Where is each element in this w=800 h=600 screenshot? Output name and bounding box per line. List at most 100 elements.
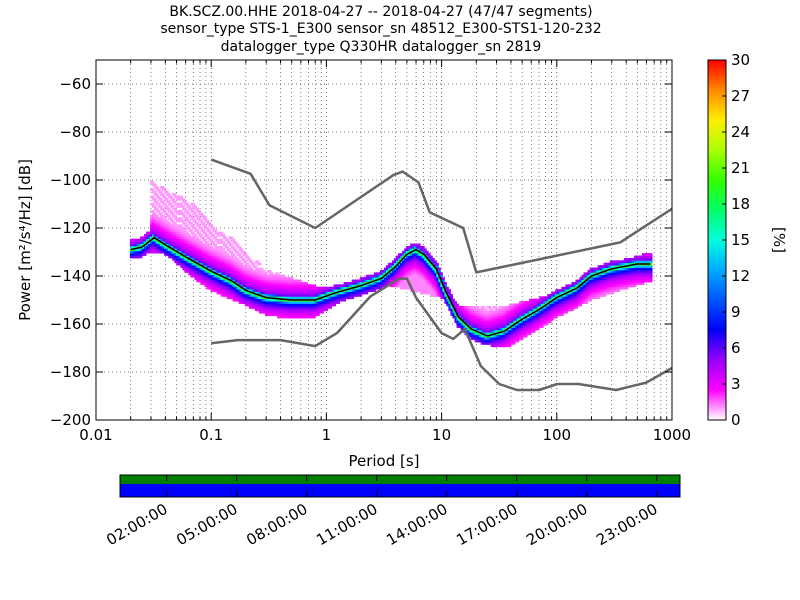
histogram-cell bbox=[242, 260, 248, 264]
plot-frame bbox=[95, 59, 673, 421]
histogram-cell bbox=[218, 238, 224, 242]
histogram-cell bbox=[178, 202, 183, 206]
histogram-cell bbox=[220, 234, 226, 237]
histogram-cell bbox=[192, 205, 197, 208]
histogram-cell bbox=[184, 202, 189, 206]
histogram-cell bbox=[184, 210, 189, 213]
histogram-cell bbox=[573, 306, 578, 309]
histogram-cell bbox=[164, 212, 169, 216]
histogram-cell bbox=[432, 260, 437, 264]
histogram-cell bbox=[154, 200, 159, 204]
histogram-cell bbox=[188, 214, 193, 218]
histogram-cell bbox=[178, 224, 183, 228]
histogram-cell bbox=[442, 282, 447, 285]
histogram-cell bbox=[648, 272, 653, 276]
histogram-cell bbox=[381, 284, 387, 288]
histogram-cell bbox=[154, 186, 159, 189]
histogram-cell bbox=[160, 207, 165, 211]
x-tick-label: 1 bbox=[322, 426, 332, 444]
colorbar: 0 3 6 9 12 15 18 21 24 27 30 [%] bbox=[707, 51, 788, 429]
histogram-cell bbox=[162, 217, 167, 220]
histogram-cell bbox=[480, 306, 486, 309]
histogram-cell bbox=[162, 202, 167, 206]
histogram-cell bbox=[160, 186, 165, 189]
x-tick-label: 100 bbox=[542, 426, 571, 444]
histogram-cell bbox=[164, 219, 169, 223]
histogram-cell bbox=[498, 306, 504, 309]
histogram-cell bbox=[198, 226, 203, 230]
histogram-cell bbox=[297, 279, 302, 283]
histogram-cell bbox=[236, 260, 242, 264]
histogram-cell bbox=[152, 205, 157, 208]
histogram-cell bbox=[214, 231, 220, 235]
histogram-cell bbox=[208, 224, 214, 228]
title-line2: sensor_type STS-1_E300 sensor_sn 48512_E… bbox=[160, 21, 601, 37]
histogram-cell bbox=[160, 193, 165, 196]
histogram-cell bbox=[137, 255, 143, 259]
histogram-cell bbox=[446, 289, 451, 292]
histogram-cell bbox=[228, 250, 234, 254]
timeline-tick-label: 08:00:00 bbox=[243, 500, 310, 549]
histogram-cell bbox=[206, 243, 212, 247]
histogram-cell bbox=[531, 330, 536, 333]
histogram-cell bbox=[232, 241, 238, 244]
timeline-tick-label: 23:00:00 bbox=[593, 500, 660, 549]
histogram-cell bbox=[335, 301, 341, 304]
histogram-cell bbox=[182, 200, 187, 204]
axis-ticks: 0.01 0.1 1 10 100 1000 −60 −80 −100 −120 −140 −160 −… bbox=[50, 60, 691, 444]
histogram-cell bbox=[176, 212, 181, 216]
histogram-cell bbox=[248, 260, 254, 264]
histogram-cell bbox=[214, 246, 220, 249]
histogram-cell bbox=[256, 262, 262, 266]
histogram-cell bbox=[563, 310, 568, 314]
histogram-cell bbox=[420, 246, 425, 249]
histogram-cell bbox=[218, 250, 224, 254]
histogram-cell bbox=[252, 265, 258, 268]
histogram-cell bbox=[450, 298, 455, 302]
histogram-cell bbox=[186, 205, 191, 208]
histogram-cell bbox=[188, 222, 193, 225]
histogram-cell bbox=[244, 262, 250, 266]
histogram-cell bbox=[164, 205, 169, 208]
histogram-cell bbox=[190, 236, 195, 240]
histogram-cell bbox=[222, 250, 228, 254]
histogram-cell bbox=[553, 315, 558, 319]
histogram-cell bbox=[275, 272, 280, 276]
histogram-cell bbox=[190, 202, 195, 206]
histogram-cell bbox=[260, 270, 266, 273]
histogram-cell bbox=[327, 306, 332, 309]
histogram-cell bbox=[186, 234, 191, 237]
histogram-cell bbox=[162, 210, 167, 213]
histogram-cell bbox=[150, 181, 155, 184]
histogram-cell bbox=[220, 248, 226, 252]
histogram-cell bbox=[166, 222, 171, 225]
histogram-cell bbox=[200, 229, 205, 232]
histogram-cell bbox=[170, 212, 175, 216]
histogram-cell bbox=[240, 258, 246, 261]
histogram-cell bbox=[311, 284, 316, 288]
histogram-cell bbox=[238, 255, 244, 259]
histogram-cell bbox=[190, 210, 195, 213]
histogram-cell bbox=[150, 202, 155, 206]
histogram-cell bbox=[234, 243, 240, 247]
histogram-cell bbox=[186, 219, 191, 223]
histogram-cell bbox=[230, 253, 236, 256]
histogram-cell bbox=[303, 282, 308, 285]
histogram-cell bbox=[200, 222, 205, 225]
histogram-cell bbox=[224, 246, 230, 249]
colorbar-tick-label: 24 bbox=[731, 123, 750, 141]
histogram-cell bbox=[168, 195, 173, 199]
histogram-cell bbox=[448, 296, 453, 300]
histogram-cell bbox=[196, 238, 201, 242]
histogram-cell bbox=[442, 284, 447, 288]
histogram-cell bbox=[232, 248, 238, 252]
histogram-cell bbox=[549, 318, 554, 321]
histogram-cell bbox=[371, 289, 377, 292]
histogram-cell bbox=[212, 248, 218, 252]
histogram-cell bbox=[357, 294, 363, 297]
histogram-cell bbox=[222, 236, 228, 240]
histogram-cell bbox=[202, 231, 207, 235]
histogram-cell bbox=[172, 222, 177, 225]
histogram-cell bbox=[349, 296, 355, 300]
